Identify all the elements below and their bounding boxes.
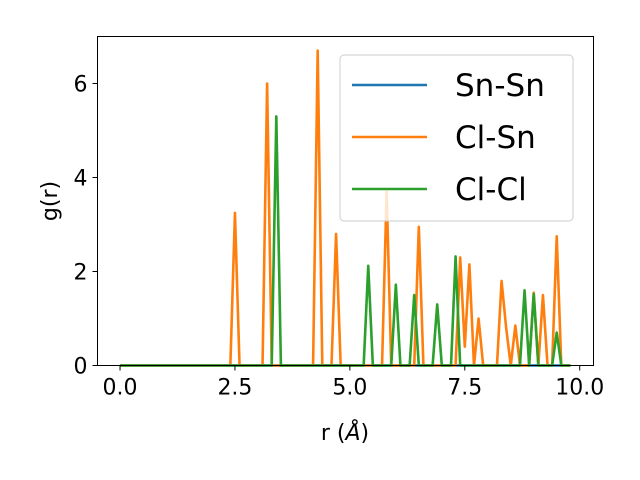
legend-label-0: Sn-Sn: [455, 68, 545, 104]
y-tick-label: 0: [74, 355, 88, 380]
y-axis: 0 2 4 6: [74, 73, 98, 380]
y-tick-label: 6: [74, 73, 88, 98]
legend-label-2: Cl-Cl: [455, 172, 527, 208]
x-tick-label: 7.5: [447, 376, 482, 401]
legend-label-1: Cl-Sn: [455, 120, 536, 156]
x-axis-label: r (Å): [321, 419, 369, 446]
x-axis: 0.0 2.5 5.0 7.5 10.0: [103, 365, 604, 401]
y-tick-label: 2: [74, 261, 88, 286]
x-tick-label: 2.5: [217, 376, 252, 401]
x-tick-label: 5.0: [332, 376, 367, 401]
y-axis-label: g(r): [38, 181, 63, 221]
y-tick-label: 4: [74, 167, 88, 192]
x-tick-label: 0.0: [103, 376, 138, 401]
legend-frame: [339, 54, 574, 222]
plot-area-frame: [97, 36, 594, 366]
x-tick-label: 10.0: [555, 376, 604, 401]
legend: Sn-Sn Cl-Sn Cl-Cl: [339, 54, 574, 222]
